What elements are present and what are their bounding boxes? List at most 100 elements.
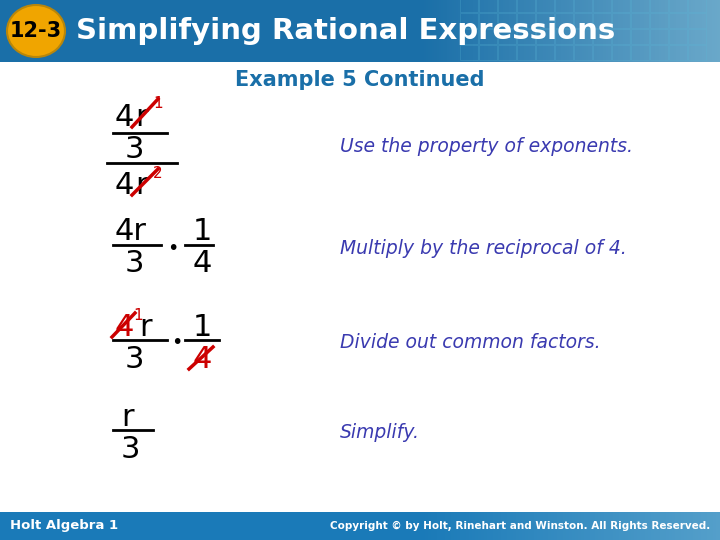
Bar (696, 512, 697, 540)
Bar (700, 0, 701, 62)
Bar (448, 512, 449, 540)
Bar (517, 45, 535, 60)
Bar (427, 0, 428, 62)
Text: •: • (171, 334, 183, 353)
Bar (542, 0, 543, 62)
Bar (500, 512, 501, 540)
Bar (687, 0, 688, 62)
Bar (555, 13, 573, 28)
Bar (460, 0, 478, 12)
Bar (536, 13, 554, 28)
Bar (593, 0, 594, 62)
Bar (437, 0, 438, 62)
Bar (650, 13, 668, 28)
Bar (458, 512, 459, 540)
Bar (574, 512, 575, 540)
Bar (465, 512, 466, 540)
Bar (612, 29, 630, 44)
Bar (485, 0, 486, 62)
Bar (540, 512, 541, 540)
Bar (680, 512, 681, 540)
Bar (626, 512, 627, 540)
Bar (645, 512, 646, 540)
Bar (658, 512, 659, 540)
Bar (578, 0, 579, 62)
Bar (602, 0, 603, 62)
Bar (672, 512, 673, 540)
Text: Example 5 Continued: Example 5 Continued (235, 70, 485, 90)
Bar (506, 512, 507, 540)
Bar (681, 0, 682, 62)
Bar (446, 0, 447, 62)
Bar (690, 512, 691, 540)
Bar (572, 512, 573, 540)
Bar (641, 512, 642, 540)
Bar (528, 512, 529, 540)
Bar (676, 0, 677, 62)
Bar (559, 0, 560, 62)
Bar (603, 0, 604, 62)
Bar (536, 29, 554, 44)
Bar (512, 0, 513, 62)
Bar (643, 0, 644, 62)
Bar (564, 512, 565, 540)
Bar (618, 0, 619, 62)
Bar (622, 0, 623, 62)
Bar (511, 512, 512, 540)
Bar (456, 0, 457, 62)
Bar (600, 0, 601, 62)
Bar (573, 512, 574, 540)
Bar (623, 0, 624, 62)
Bar (652, 512, 653, 540)
Bar (436, 512, 437, 540)
Bar (440, 0, 441, 62)
Bar (710, 512, 711, 540)
Bar (664, 0, 665, 62)
Bar (450, 0, 451, 62)
Bar (570, 512, 571, 540)
Bar (544, 512, 545, 540)
Bar (589, 512, 590, 540)
Bar (500, 0, 501, 62)
Bar (656, 0, 657, 62)
Bar (569, 512, 570, 540)
Bar (572, 0, 573, 62)
Bar (639, 0, 640, 62)
Bar (543, 0, 544, 62)
Bar (592, 512, 593, 540)
Bar (618, 512, 619, 540)
Bar (537, 0, 538, 62)
Bar (460, 29, 478, 44)
Bar (597, 512, 598, 540)
Bar (525, 0, 526, 62)
Text: 3: 3 (125, 249, 145, 279)
Bar (697, 0, 698, 62)
Bar (532, 0, 533, 62)
Text: 1: 1 (153, 96, 163, 111)
Bar (474, 512, 475, 540)
Bar (655, 512, 656, 540)
Bar (658, 0, 659, 62)
Bar (588, 512, 589, 540)
Bar (425, 512, 426, 540)
Bar (547, 512, 548, 540)
Bar (564, 0, 565, 62)
Bar (431, 512, 432, 540)
Text: 1: 1 (133, 307, 143, 322)
Bar (624, 0, 625, 62)
Bar (577, 0, 578, 62)
Text: 1: 1 (193, 313, 212, 341)
Bar (561, 512, 562, 540)
Bar (492, 512, 493, 540)
Bar (711, 512, 712, 540)
Bar (515, 512, 516, 540)
Bar (496, 512, 497, 540)
Bar (507, 512, 508, 540)
Bar (541, 0, 542, 62)
Bar (638, 0, 639, 62)
Text: Holt Algebra 1: Holt Algebra 1 (10, 519, 118, 532)
Bar (631, 45, 649, 60)
Bar (633, 512, 634, 540)
Bar (605, 512, 606, 540)
Bar (718, 512, 719, 540)
